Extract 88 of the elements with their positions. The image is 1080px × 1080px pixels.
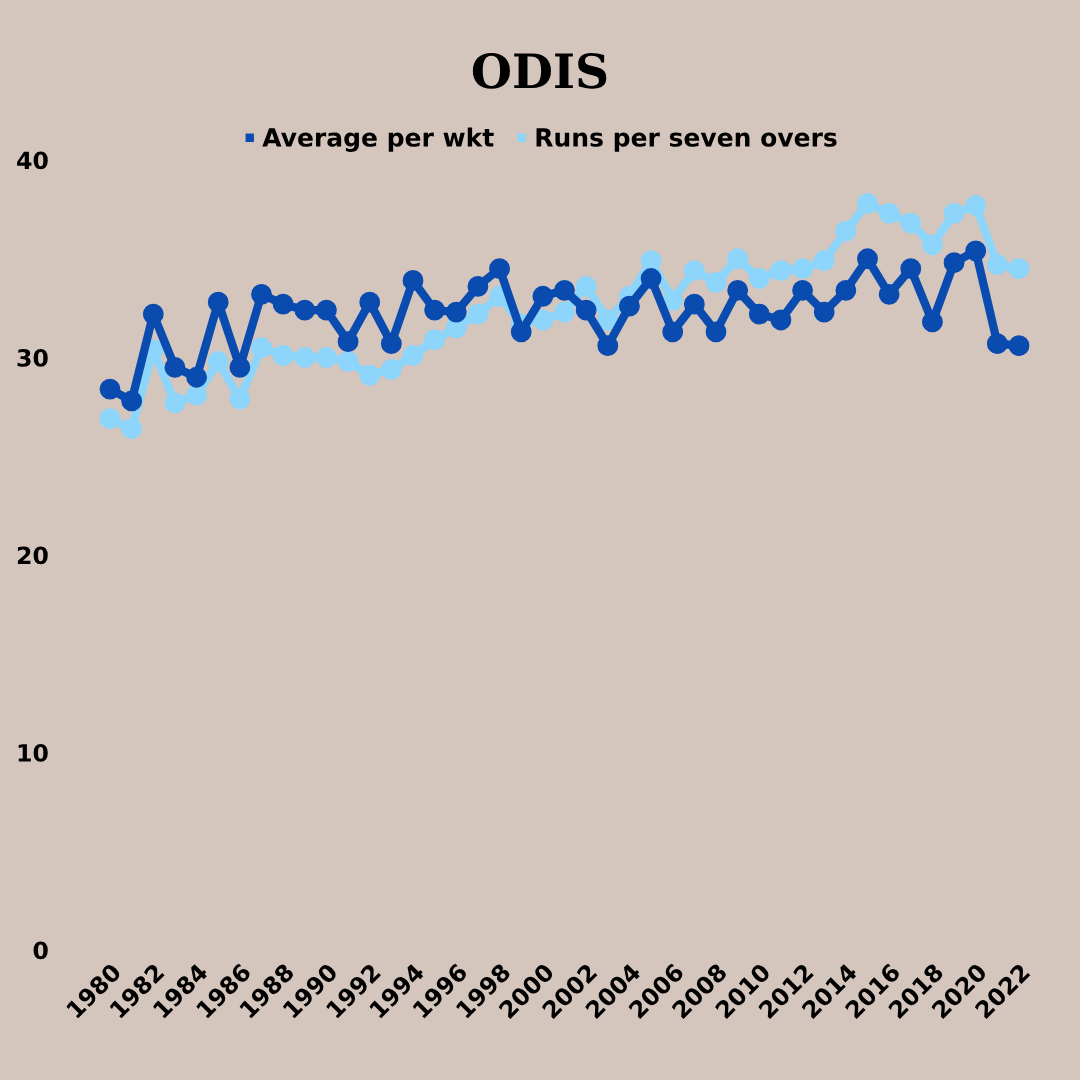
point (900, 258, 922, 280)
point (99, 408, 121, 430)
point (1008, 335, 1030, 357)
point (272, 293, 294, 315)
point (489, 258, 510, 280)
point (597, 335, 619, 357)
chart-title: ODIS (472, 52, 607, 89)
y-tick-label: 30 (17, 348, 48, 367)
point (186, 384, 207, 406)
point (554, 279, 575, 301)
point (554, 301, 575, 323)
point (965, 240, 987, 262)
point (575, 275, 597, 297)
point (965, 195, 987, 216)
point (748, 268, 770, 289)
point (359, 364, 381, 386)
legend-label: Runs per seven overs (536, 128, 837, 152)
point (922, 311, 943, 333)
point (705, 272, 727, 293)
point (619, 295, 640, 317)
point (229, 388, 251, 410)
point (857, 248, 878, 270)
point (294, 299, 316, 321)
point (792, 279, 813, 301)
y-tick-label: 20 (17, 546, 48, 565)
point (770, 309, 792, 331)
point (142, 303, 164, 325)
point (251, 337, 272, 359)
point (878, 202, 900, 224)
point (727, 279, 749, 301)
point (727, 248, 749, 270)
point (402, 270, 424, 291)
y-tick-label: 40 (17, 151, 48, 170)
point (272, 345, 294, 366)
point (402, 345, 424, 366)
point (229, 356, 251, 378)
point (164, 356, 186, 378)
point (424, 329, 446, 351)
legend-label: Average per wkt (262, 127, 494, 152)
point (467, 275, 489, 297)
point (792, 258, 813, 280)
point (748, 303, 770, 325)
point (705, 321, 727, 343)
point (316, 299, 337, 321)
point (986, 254, 1008, 276)
point (99, 378, 121, 400)
point (121, 390, 143, 412)
point (380, 358, 402, 380)
point (813, 250, 835, 272)
point (640, 268, 662, 289)
point (1008, 258, 1030, 280)
point (445, 301, 467, 323)
point (900, 212, 922, 234)
point (597, 309, 619, 331)
point (922, 234, 943, 256)
point (943, 202, 965, 224)
point (207, 351, 229, 372)
point (251, 283, 272, 305)
point (316, 347, 337, 368)
point (424, 299, 446, 321)
point (662, 289, 684, 311)
point (207, 291, 229, 313)
point (857, 193, 878, 214)
y-tick-label: 0 (33, 941, 48, 960)
point (532, 309, 554, 331)
point (813, 301, 835, 323)
point (683, 260, 705, 282)
point (770, 260, 792, 282)
point (662, 321, 684, 343)
point (510, 321, 532, 343)
point (575, 299, 597, 321)
point (532, 285, 554, 307)
point (337, 331, 359, 353)
point (164, 392, 186, 414)
point (835, 220, 857, 242)
point (121, 418, 143, 440)
point (359, 291, 381, 313)
point (186, 366, 207, 388)
y-tick-label: 10 (18, 743, 48, 762)
point (467, 303, 489, 325)
point (380, 333, 402, 355)
point (835, 279, 857, 301)
point (986, 333, 1008, 355)
point (294, 347, 316, 368)
point (943, 252, 965, 274)
point (878, 283, 900, 305)
point (337, 351, 359, 372)
point (683, 293, 705, 315)
